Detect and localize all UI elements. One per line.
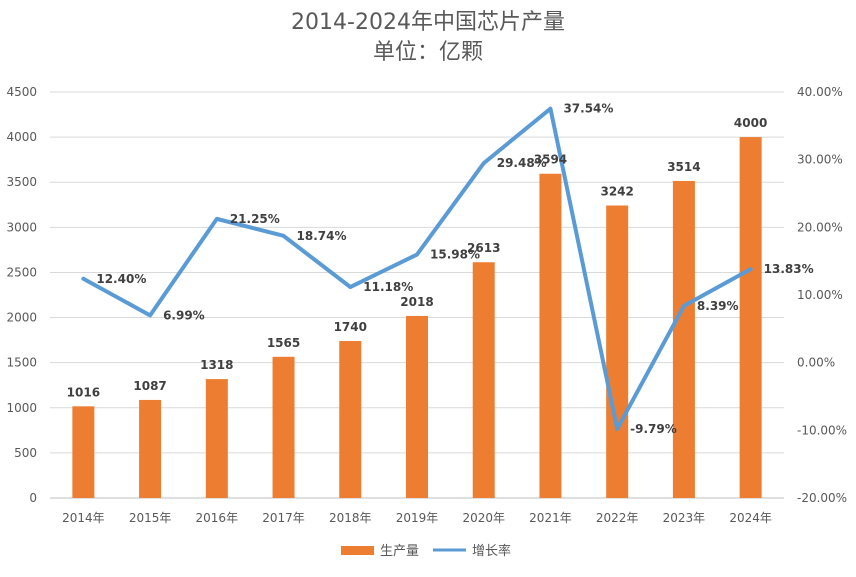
bar-value-label: 2018 xyxy=(400,295,433,309)
growth-value-label: 15.98% xyxy=(430,248,480,262)
y-right-tick-label: -20.00% xyxy=(797,491,847,505)
bar xyxy=(272,356,295,498)
y-right-tick-label: 20.00% xyxy=(797,220,843,234)
y-right-tick-label: 40.00% xyxy=(797,85,843,99)
y-left-tick-label: 2000 xyxy=(6,311,37,325)
y-axis-left: 0 500 1000 1500 2000 2500 3000 3500 4000 4500 xyxy=(6,85,37,505)
x-tick-label: 2015年 xyxy=(129,511,172,525)
bar xyxy=(139,399,162,498)
x-tick-label: 2016年 xyxy=(196,511,239,525)
bar-value-label: 1016 xyxy=(67,385,100,399)
x-tick-label: 2018年 xyxy=(329,511,372,525)
y-left-tick-label: 500 xyxy=(14,446,37,460)
y-left-tick-label: 3500 xyxy=(6,175,37,189)
bar-value-label: 2613 xyxy=(467,241,500,255)
x-tick-label: 2021年 xyxy=(529,511,572,525)
bar xyxy=(606,205,629,498)
bar xyxy=(739,137,762,498)
y-left-tick-label: 4000 xyxy=(6,130,37,144)
bar xyxy=(205,379,228,498)
growth-value-label: 18.74% xyxy=(297,229,347,243)
y-left-tick-label: 3000 xyxy=(6,220,37,234)
growth-value-label: -9.79% xyxy=(630,422,677,436)
growth-value-label: 6.99% xyxy=(163,308,205,322)
legend-swatch-production xyxy=(341,546,374,555)
bar-value-label: 1565 xyxy=(267,336,300,350)
growth-value-label: 12.40% xyxy=(96,272,146,286)
y-right-tick-label: 30.00% xyxy=(797,153,843,167)
bar-value-label: 1740 xyxy=(334,320,367,334)
legend: 生产量 增长率 xyxy=(341,543,511,559)
growth-value-label: 37.54% xyxy=(563,102,613,116)
bar-value-label: 1087 xyxy=(133,379,166,393)
growth-value-label: 21.25% xyxy=(230,212,280,226)
bar-value-label: 4000 xyxy=(734,116,767,130)
x-axis: 2014年 2015年 2016年 2017年 2018年 2019年 2020年 2021年… xyxy=(62,511,772,525)
bar-value-label: 3514 xyxy=(667,160,700,174)
growth-value-label: 29.48% xyxy=(497,156,547,170)
chart-title: 2014-2024年中国芯片产量 xyxy=(291,10,565,35)
bar xyxy=(406,315,428,498)
bar xyxy=(472,262,495,498)
bar-series xyxy=(72,137,762,498)
x-tick-label: 2017年 xyxy=(262,511,305,525)
x-tick-label: 2024年 xyxy=(729,511,772,525)
growth-value-label: 13.83% xyxy=(764,262,814,276)
y-left-tick-label: 4500 xyxy=(6,85,37,99)
bar-value-label: 1318 xyxy=(200,358,233,372)
x-tick-label: 2023年 xyxy=(663,511,706,525)
x-tick-label: 2020年 xyxy=(462,511,505,525)
y-axis-right: -20.00% -10.00% 0.00% 10.00% 20.00% 30.00% 40.… xyxy=(797,85,847,505)
y-right-tick-label: -10.00% xyxy=(797,423,847,437)
bar xyxy=(539,173,562,498)
x-tick-label: 2019年 xyxy=(396,511,439,525)
growth-value-label: 11.18% xyxy=(363,280,413,294)
chart-subtitle: 单位：亿颗 xyxy=(372,40,483,65)
x-tick-label: 2022年 xyxy=(596,511,639,525)
data-labels: 1016 1087 1318 1565 1740 2018 2613 3594 3242 3514… xyxy=(67,102,814,436)
growth-line xyxy=(81,106,753,431)
chart-title-block: 2014-2024年中国芯片产量 单位：亿颗 xyxy=(0,8,856,68)
bar xyxy=(339,341,362,498)
bar xyxy=(672,180,695,498)
y-left-tick-label: 2500 xyxy=(6,265,37,279)
legend-label-growth: 增长率 xyxy=(472,543,511,559)
y-left-tick-label: 1000 xyxy=(6,401,37,415)
y-right-tick-label: 0.00% xyxy=(797,356,835,370)
growth-value-label: 8.39% xyxy=(697,299,739,313)
legend-label-production: 生产量 xyxy=(380,544,419,559)
line-series xyxy=(81,106,753,431)
y-left-tick-label: 0 xyxy=(29,491,37,505)
y-right-tick-label: 10.00% xyxy=(797,288,843,302)
bar-value-label: 3594 xyxy=(534,153,567,167)
bar xyxy=(72,406,95,498)
y-left-tick-label: 1500 xyxy=(6,356,37,370)
x-tick-label: 2014年 xyxy=(62,511,105,525)
bar-value-label: 3242 xyxy=(600,184,633,198)
